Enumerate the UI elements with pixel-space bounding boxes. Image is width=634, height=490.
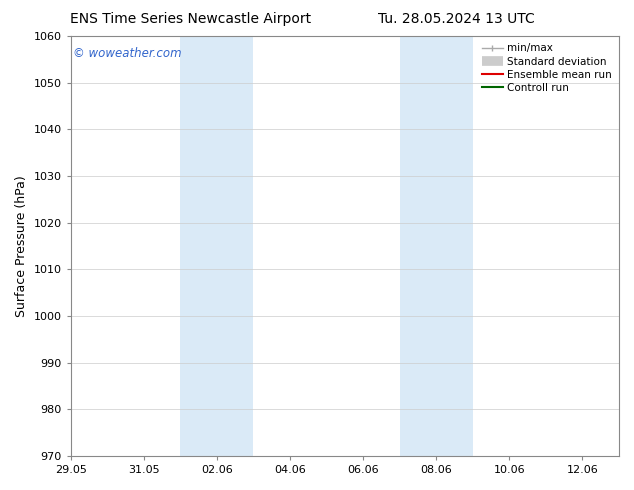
Text: © woweather.com: © woweather.com xyxy=(74,47,182,60)
Text: ENS Time Series Newcastle Airport: ENS Time Series Newcastle Airport xyxy=(70,12,311,26)
Y-axis label: Surface Pressure (hPa): Surface Pressure (hPa) xyxy=(15,175,28,317)
Bar xyxy=(399,36,473,456)
Title: ENS Time Series Newcastle Airport      Tu. 28.05.2024 13 UTC: ENS Time Series Newcastle Airport Tu. 28… xyxy=(0,489,1,490)
Bar xyxy=(180,36,254,456)
Legend: min/max, Standard deviation, Ensemble mean run, Controll run: min/max, Standard deviation, Ensemble me… xyxy=(480,41,614,95)
Text: Tu. 28.05.2024 13 UTC: Tu. 28.05.2024 13 UTC xyxy=(378,12,535,26)
